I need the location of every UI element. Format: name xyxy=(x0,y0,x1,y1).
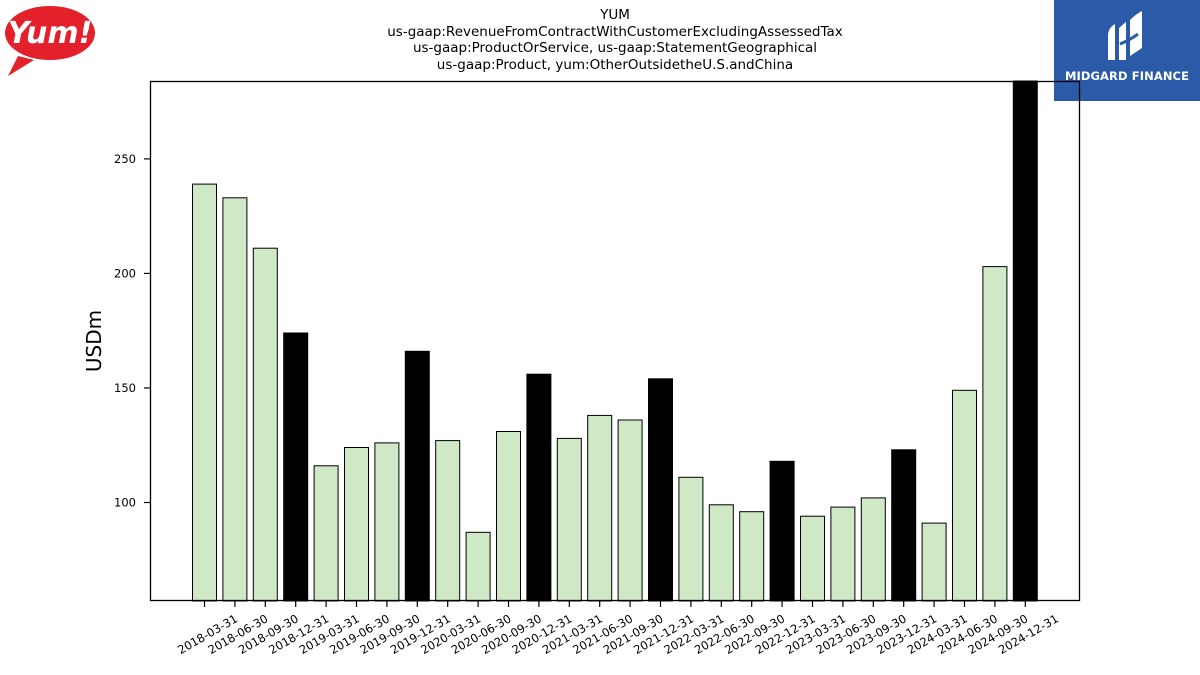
bar-2023-09-30 xyxy=(860,497,886,602)
bar-2021-09-30 xyxy=(617,419,643,602)
bar-2023-12-31 xyxy=(891,449,917,602)
bar-2018-03-31 xyxy=(192,183,217,602)
title-line: us-gaap:ProductOrService, us-gaap:Statem… xyxy=(412,40,818,56)
y-axis: 100 150 200 250 xyxy=(114,152,150,509)
bar-2023-06-30 xyxy=(830,506,856,602)
title-line: YUM xyxy=(600,7,630,23)
y-tick-label: 200 xyxy=(114,266,136,280)
y-axis-label: USDm xyxy=(82,310,106,372)
y-tick-label: 150 xyxy=(114,381,136,395)
bar-2018-09-30 xyxy=(252,247,278,602)
bar-2020-06-30 xyxy=(465,531,491,602)
bar-2021-12-31 xyxy=(648,378,673,602)
title-line: us-gaap:Product, yum:OtherOutsidetheU.S.… xyxy=(436,56,794,73)
bar-2020-12-31 xyxy=(526,373,552,602)
bar-2024-12-31 xyxy=(1012,80,1038,602)
midgard-logo-text: MIDGARD FINANCE xyxy=(1064,69,1190,83)
bar-2022-03-31 xyxy=(678,476,704,602)
bar-2021-06-30 xyxy=(587,414,613,602)
x-axis: 2018-03-312018-06-302018-09-302018-12-31… xyxy=(175,601,1061,657)
bar-2019-03-31 xyxy=(313,465,339,602)
bar-2021-03-31 xyxy=(556,437,582,602)
bar-2018-06-30 xyxy=(222,197,248,602)
yum-logo-text: Yum! xyxy=(8,16,93,51)
bar-2024-03-31 xyxy=(921,522,947,602)
y-tick-label: 100 xyxy=(114,495,136,509)
bar-2020-09-30 xyxy=(496,431,521,602)
bar-2024-09-30 xyxy=(982,266,1008,602)
midgard-mark-icon xyxy=(1108,11,1142,60)
title-line: us-gaap:RevenueFromContractWithCustomerE… xyxy=(387,23,843,40)
bar-2024-06-30 xyxy=(952,389,977,602)
midgard-finance-logo: MIDGARD FINANCE xyxy=(1054,0,1200,101)
yum-logo: Yum! xyxy=(5,6,95,76)
bar-2020-03-31 xyxy=(435,440,461,602)
bar-2019-06-30 xyxy=(344,447,369,602)
bars-group xyxy=(192,80,1038,602)
bar-2022-12-31 xyxy=(769,460,795,602)
bar-2022-09-30 xyxy=(739,511,765,602)
bar-2018-12-31 xyxy=(283,332,309,602)
y-tick-label: 250 xyxy=(114,152,136,166)
bar-2022-06-30 xyxy=(708,504,734,602)
bar-2019-12-31 xyxy=(404,350,430,602)
bar-2023-03-31 xyxy=(800,515,825,602)
bar-2019-09-30 xyxy=(374,442,400,602)
plot-frame xyxy=(149,80,1081,602)
chart-title: YUM us-gaap:RevenueFromContractWithCusto… xyxy=(150,7,1080,73)
